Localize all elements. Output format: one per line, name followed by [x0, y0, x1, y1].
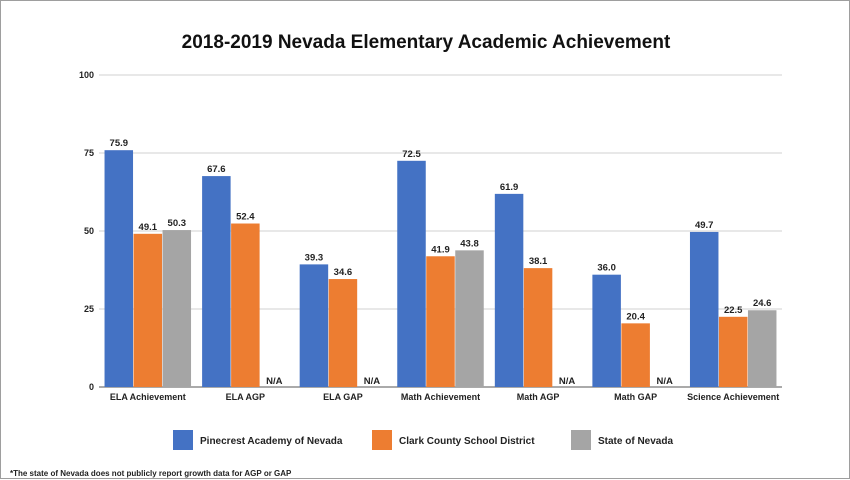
bar: [397, 160, 426, 387]
data-label: 49.1: [139, 222, 158, 233]
bar: [689, 231, 719, 387]
x-tick-label: Math AGP: [517, 392, 560, 402]
bar: [718, 316, 748, 387]
y-tick-label: 100: [79, 70, 94, 80]
data-label: 72.5: [402, 149, 421, 160]
x-tick-label: Math GAP: [614, 392, 657, 402]
bar: [299, 264, 329, 387]
x-tick-label: Science Achievement: [687, 392, 779, 402]
bar: [162, 230, 192, 387]
legend-item: Pinecrest Academy of Nevada: [173, 430, 343, 450]
na-label: N/A: [364, 376, 381, 387]
footnote: *The state of Nevada does not publicly r…: [10, 469, 292, 478]
bar: [592, 274, 621, 387]
data-label: 39.3: [305, 252, 324, 263]
bars: [104, 150, 777, 387]
bar: [621, 323, 650, 387]
y-tick-label: 50: [84, 226, 94, 236]
data-label: 38.1: [529, 256, 548, 267]
na-label: N/A: [266, 376, 283, 387]
y-tick-label: 75: [84, 148, 94, 158]
data-label: 24.6: [753, 298, 772, 309]
y-axis: 0 25 50 75 100: [79, 70, 94, 392]
data-label: 34.6: [334, 267, 353, 278]
bar: [104, 150, 134, 387]
y-tick-label: 0: [89, 382, 94, 392]
data-labels: 75.9 49.1 50.3 67.6 52.4 N/A 39.3 34.6 N/A 72.5 41…: [110, 138, 772, 387]
na-label: N/A: [559, 376, 576, 387]
data-label: 49.7: [695, 220, 714, 231]
legend-swatch: [571, 430, 591, 450]
bar: [231, 223, 260, 387]
bar: [455, 250, 484, 387]
bar: [426, 256, 455, 387]
data-label: 20.4: [626, 311, 645, 322]
chart-title: 2018-2019 Nevada Elementary Academic Ach…: [182, 32, 671, 53]
bar: [202, 176, 231, 387]
y-tick-label: 25: [84, 304, 94, 314]
data-label: 22.5: [724, 305, 743, 316]
legend-swatch: [372, 430, 392, 450]
data-label: 67.6: [207, 164, 226, 175]
legend-label: Clark County School District: [399, 436, 535, 447]
bar: [328, 279, 358, 387]
legend-item: State of Nevada: [571, 430, 673, 450]
x-axis: ELA Achievement ELA AGP ELA GAP Math Achiev…: [110, 392, 779, 402]
bar: [133, 233, 163, 387]
data-label: 75.9: [110, 138, 129, 149]
data-label: 43.8: [460, 238, 479, 249]
bar: [747, 310, 777, 387]
data-label: 36.0: [597, 263, 616, 274]
na-label: N/A: [656, 376, 673, 387]
x-tick-label: Math Achievement: [401, 392, 480, 402]
data-label: 52.4: [236, 212, 255, 223]
legend-label: Pinecrest Academy of Nevada: [200, 436, 343, 447]
legend-label: State of Nevada: [598, 436, 673, 447]
x-tick-label: ELA GAP: [323, 392, 363, 402]
x-tick-label: ELA Achievement: [110, 392, 186, 402]
legend-swatch: [173, 430, 193, 450]
legend: Pinecrest Academy of Nevada Clark County …: [173, 430, 673, 450]
legend-item: Clark County School District: [372, 430, 535, 450]
data-label: 50.3: [168, 218, 187, 229]
x-tick-label: ELA AGP: [226, 392, 265, 402]
data-label: 41.9: [431, 244, 450, 255]
data-label: 61.9: [500, 182, 519, 193]
bar: [494, 193, 524, 387]
bar: [523, 268, 553, 387]
